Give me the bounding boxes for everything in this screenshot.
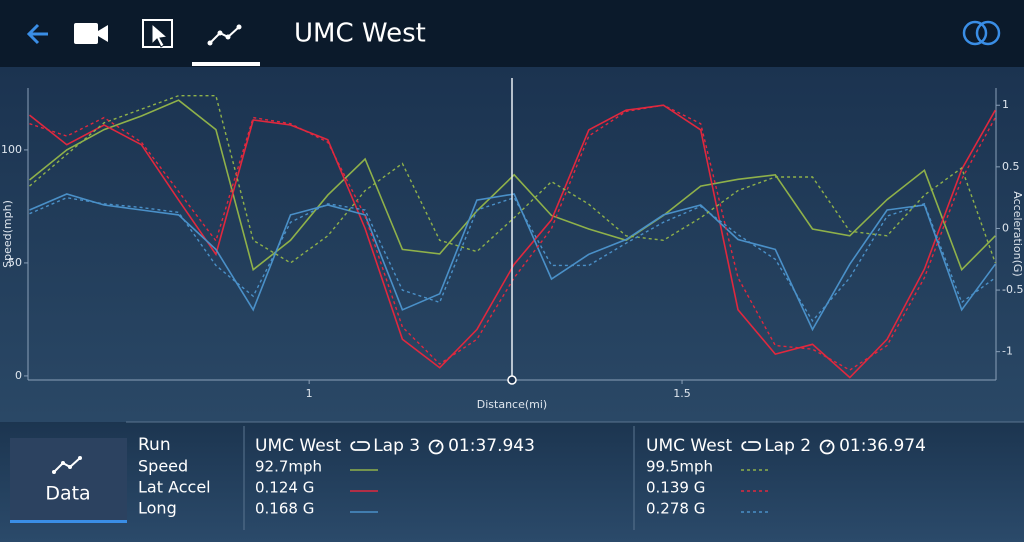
timer-icon	[819, 439, 835, 455]
lap-icon	[741, 441, 762, 451]
lap-time: 01:36.974	[839, 436, 926, 456]
legend-title: Run	[138, 435, 171, 455]
timer-hand	[435, 442, 440, 448]
y2-tick-label: 0.5	[1002, 160, 1020, 173]
series-line	[29, 95, 996, 264]
select-button[interactable]	[142, 19, 173, 48]
y-tick-label: 100	[1, 143, 22, 156]
page-title: UMC West	[294, 19, 426, 49]
legend-label: Speed	[138, 457, 188, 476]
y-tick-label: 0	[15, 369, 22, 382]
readout: 0.278 G	[646, 500, 705, 518]
y2-axis-label: Acceleration(G)	[1011, 191, 1024, 276]
readout: 92.7mph	[255, 458, 322, 476]
back-button[interactable]	[26, 23, 48, 45]
y2-tick-label: 0	[1002, 221, 1009, 234]
legend-label: Lat Accel	[138, 478, 211, 497]
readout: 99.5mph	[646, 458, 713, 476]
lap-label: Lap 2	[764, 436, 811, 456]
cursor-handle[interactable]	[507, 375, 517, 385]
x-tick-label: 1.5	[673, 387, 691, 400]
series-line	[29, 196, 996, 323]
readout: 0.124 G	[255, 479, 314, 497]
series-line	[28, 99, 996, 272]
x-tick-label: 1	[306, 387, 313, 400]
y-axis-label: Speed(mph)	[1, 200, 14, 268]
lap-icon	[350, 441, 371, 451]
series-line	[29, 193, 996, 332]
lap-label: Lap 3	[373, 436, 420, 456]
y2-tick-label: -0.5	[1002, 283, 1023, 296]
data-button[interactable]: Data	[10, 438, 127, 523]
legend-label: Long	[138, 499, 177, 518]
series-line	[29, 104, 996, 379]
y2-tick-label: 1	[1002, 98, 1009, 111]
button-label: Data	[45, 483, 90, 505]
y2-tick-label: -1	[1002, 345, 1013, 358]
top-bar	[0, 0, 1024, 67]
readout: 0.139 G	[646, 479, 705, 497]
bottom-panel	[0, 422, 1024, 542]
timer-hand	[826, 442, 831, 448]
track-name: UMC West	[255, 436, 342, 456]
chart-button[interactable]	[192, 24, 260, 67]
readout: 0.168 G	[255, 500, 314, 518]
track-name: UMC West	[646, 436, 733, 456]
y-tick-label: 50	[8, 256, 22, 269]
lap-time: 01:37.943	[448, 436, 535, 456]
video-button[interactable]	[74, 23, 108, 44]
x-axis-label: Distance(mi)	[477, 398, 547, 411]
compare-button[interactable]	[962, 20, 1001, 46]
timer-icon	[428, 439, 444, 455]
